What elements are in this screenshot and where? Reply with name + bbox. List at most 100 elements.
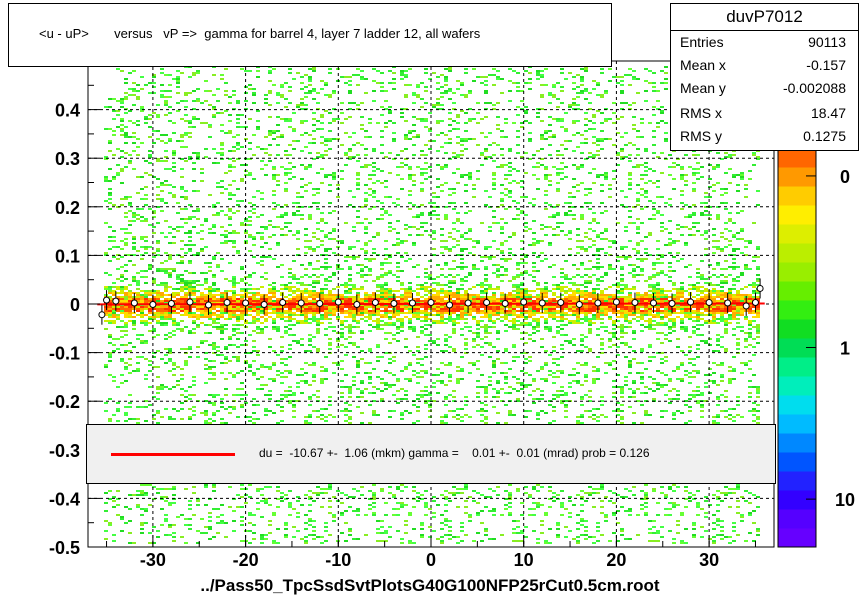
- density-cell: [424, 372, 428, 374]
- density-cell: [424, 230, 428, 232]
- density-cell: [400, 162, 404, 164]
- density-cell: [152, 176, 156, 178]
- density-cell: [156, 222, 160, 224]
- density-cell: [332, 372, 336, 374]
- density-cell: [228, 506, 232, 508]
- density-cell: [316, 238, 320, 240]
- density-cell: [116, 314, 120, 316]
- density-cell: [144, 252, 148, 254]
- density-cell: [108, 248, 112, 250]
- density-cell: [372, 196, 376, 198]
- density-cell: [392, 88, 396, 90]
- density-cell: [384, 248, 388, 250]
- density-cell: [140, 236, 144, 238]
- density-cell: [352, 326, 356, 328]
- density-cell: [236, 346, 240, 348]
- density-cell: [156, 298, 160, 300]
- density-cell: [180, 378, 184, 380]
- density-cell: [412, 306, 416, 308]
- density-cell: [448, 292, 452, 294]
- density-cell: [436, 108, 440, 110]
- density-cell: [452, 128, 456, 130]
- density-cell: [368, 260, 372, 262]
- density-cell: [208, 298, 212, 300]
- density-cell: [168, 370, 172, 372]
- density-cell: [112, 98, 116, 100]
- density-cell: [164, 150, 168, 152]
- density-cell: [324, 302, 328, 304]
- density-cell: [448, 268, 452, 270]
- density-cell: [320, 306, 324, 308]
- density-cell: [460, 304, 464, 306]
- density-cell: [392, 202, 396, 204]
- density-cell: [220, 422, 224, 424]
- density-cell: [252, 346, 256, 348]
- density-cell: [248, 314, 252, 316]
- density-cell: [364, 244, 368, 246]
- density-cell: [128, 320, 132, 322]
- density-cell: [200, 238, 204, 240]
- density-cell: [368, 304, 372, 306]
- density-cell: [128, 202, 132, 204]
- density-cell: [128, 418, 132, 420]
- density-cell: [192, 152, 196, 154]
- density-cell: [360, 306, 364, 308]
- density-cell: [324, 328, 328, 330]
- density-cell: [288, 328, 292, 330]
- density-cell: [172, 166, 176, 168]
- density-cell: [452, 294, 456, 296]
- density-cell: [188, 356, 192, 358]
- density-cell: [136, 308, 140, 310]
- density-cell: [184, 294, 188, 296]
- density-cell: [432, 496, 436, 498]
- density-cell: [212, 318, 216, 320]
- density-cell: [216, 252, 220, 254]
- density-cell: [452, 192, 456, 194]
- density-cell: [164, 408, 168, 410]
- density-cell: [304, 120, 308, 122]
- density-cell: [128, 532, 132, 534]
- density-cell: [252, 296, 256, 298]
- density-cell: [456, 506, 460, 508]
- density-cell: [228, 296, 232, 298]
- density-cell: [444, 78, 448, 80]
- density-cell: [152, 396, 156, 398]
- density-cell: [272, 68, 276, 70]
- density-cell: [148, 306, 152, 308]
- density-cell: [428, 214, 432, 216]
- density-cell: [384, 90, 388, 92]
- density-cell: [216, 288, 220, 290]
- density-cell: [356, 160, 360, 162]
- density-cell: [464, 112, 468, 114]
- density-cell: [252, 134, 256, 136]
- density-cell: [332, 300, 336, 302]
- density-cell: [396, 242, 400, 244]
- density-cell: [472, 268, 476, 270]
- density-cell: [316, 192, 320, 194]
- density-cell: [416, 298, 420, 300]
- density-cell: [480, 164, 484, 166]
- density-cell: [448, 376, 452, 378]
- density-cell: [476, 306, 480, 308]
- density-cell: [332, 520, 336, 522]
- density-cell: [108, 98, 112, 100]
- density-cell: [152, 296, 156, 298]
- density-cell: [368, 372, 372, 374]
- density-cell: [240, 294, 244, 296]
- density-cell: [464, 306, 468, 308]
- density-cell: [108, 202, 112, 204]
- density-cell: [124, 212, 128, 214]
- density-cell: [264, 174, 268, 176]
- density-cell: [288, 490, 292, 492]
- density-cell: [124, 112, 128, 114]
- density-cell: [488, 196, 492, 198]
- density-cell: [160, 160, 164, 162]
- density-cell: [268, 338, 272, 340]
- density-cell: [320, 542, 324, 544]
- density-cell: [328, 338, 332, 340]
- density-cell: [116, 288, 120, 290]
- density-cell: [192, 384, 196, 386]
- density-cell: [188, 284, 192, 286]
- density-cell: [168, 314, 172, 316]
- density-cell: [224, 82, 228, 84]
